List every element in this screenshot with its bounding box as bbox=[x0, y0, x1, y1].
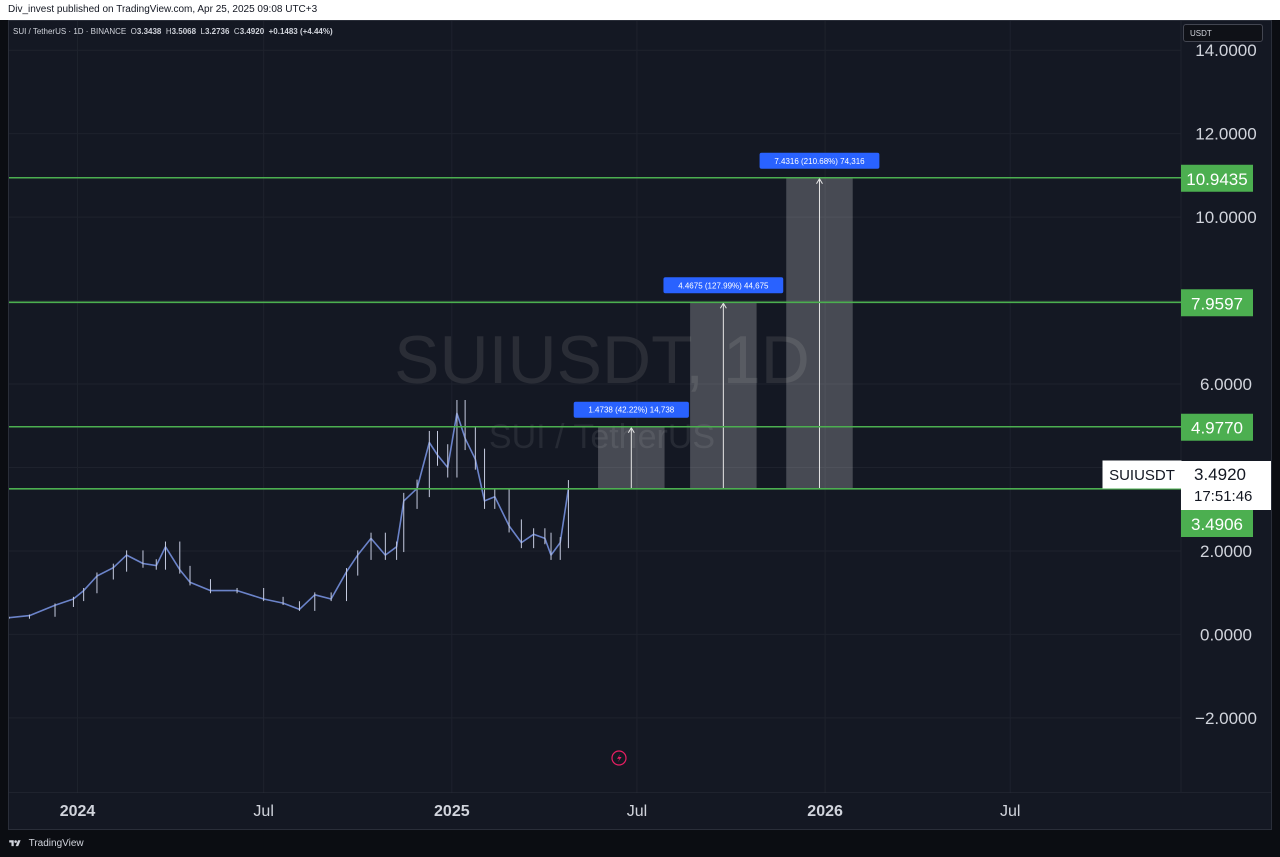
time-tick-label: 2024 bbox=[60, 803, 96, 820]
level-price-badge bbox=[1181, 413, 1253, 441]
measure-box[interactable]: 7.4316 (210.68%) 74,316 bbox=[759, 152, 880, 489]
price-tick-label: 10.0000 bbox=[1195, 208, 1256, 227]
time-tick-label: Jul bbox=[627, 803, 647, 820]
horizontal-levels[interactable] bbox=[9, 176, 1181, 490]
current-price-symbol: SUIUSDT bbox=[1109, 467, 1175, 484]
price-line bbox=[9, 412, 570, 619]
price-tick-label: −2.0000 bbox=[1195, 709, 1257, 728]
symbol-legend[interactable]: SUI / TetherUS · 1D · BINANCE O3.3438 H3… bbox=[13, 27, 333, 36]
price-countdown: 17:51:46 bbox=[1194, 488, 1252, 505]
measure-label-bg bbox=[759, 152, 880, 169]
high-label: H bbox=[165, 27, 172, 36]
level-price-badge bbox=[1181, 164, 1253, 192]
time-tick-label: 2025 bbox=[434, 803, 470, 820]
measurement-boxes[interactable]: 1.4738 (42.22%) 14,738 4.4675 (127.99%) 4… bbox=[573, 152, 880, 489]
low-value: 3.2736 bbox=[204, 27, 230, 36]
measure-arrow-head bbox=[627, 426, 635, 433]
close-label: C bbox=[233, 27, 240, 36]
price-tick-label: 14.0000 bbox=[1195, 41, 1256, 60]
measure-label: 7.4316 (210.68%) 74,316 bbox=[774, 157, 865, 166]
chart-container[interactable]: SUIUSDT, 1D SUI / TetherUS 1.4738 (42.22… bbox=[8, 20, 1272, 830]
price-tick-label: 2.0000 bbox=[1200, 542, 1252, 561]
level-price-badge bbox=[1181, 510, 1253, 537]
measure-box[interactable]: 1.4738 (42.22%) 14,738 bbox=[573, 401, 689, 489]
time-axis-bg bbox=[9, 793, 1271, 829]
tradingview-logo-icon bbox=[9, 840, 21, 846]
open-label: O bbox=[130, 27, 137, 36]
current-price-label: SUIUSDT 3.4920 17:51:46 bbox=[1102, 460, 1271, 510]
level-price-text: 4.9770 bbox=[1191, 419, 1243, 438]
currency-selector[interactable]: USDT bbox=[1183, 24, 1263, 42]
price-tick-label: 6.0000 bbox=[1200, 375, 1252, 394]
measure-box[interactable]: 4.4675 (127.99%) 44,675 bbox=[663, 277, 784, 489]
price-series bbox=[9, 399, 570, 619]
change-value: +0.1483 (+4.44%) bbox=[268, 27, 333, 36]
measure-label: 4.4675 (127.99%) 44,675 bbox=[678, 281, 769, 290]
price-chart[interactable]: SUIUSDT, 1D SUI / TetherUS 1.4738 (42.22… bbox=[9, 21, 1271, 829]
footer-brand: TradingView bbox=[28, 838, 84, 849]
level-price-text: 7.9597 bbox=[1191, 294, 1243, 313]
time-tick-label: 2026 bbox=[807, 803, 843, 820]
time-tick-label: Jul bbox=[1000, 803, 1020, 820]
close-value: 3.4920 bbox=[239, 27, 265, 36]
high-value: 3.5068 bbox=[171, 27, 197, 36]
measure-arrow-head bbox=[719, 302, 727, 309]
measure-label-bg bbox=[663, 277, 784, 294]
measure-arrow-head bbox=[816, 177, 823, 185]
lightning-icon[interactable] bbox=[611, 750, 627, 766]
level-price-text: 10.9435 bbox=[1186, 170, 1247, 189]
price-tick-label: 0.0000 bbox=[1200, 625, 1252, 644]
publication-header: Div_invest published on TradingView.com,… bbox=[0, 0, 1280, 20]
price-tick-label: 12.0000 bbox=[1195, 125, 1256, 144]
current-price-value: 3.4920 bbox=[1194, 465, 1246, 484]
footer-bar: TradingView bbox=[0, 830, 1280, 857]
watermark-description: SUI / TetherUS bbox=[489, 418, 715, 456]
measure-label: 1.4738 (42.22%) 14,738 bbox=[588, 406, 674, 415]
currency-label: USDT bbox=[1190, 29, 1212, 38]
level-price-badge bbox=[1181, 289, 1253, 317]
symbol-info[interactable]: SUI / TetherUS · 1D · BINANCE bbox=[13, 27, 127, 36]
watermark-symbol: SUIUSDT, 1D bbox=[394, 322, 810, 398]
price-axis[interactable]: −2.00000.00002.00004.00006.000010.000012… bbox=[1181, 41, 1257, 728]
measure-label-bg bbox=[573, 401, 689, 418]
open-value: 3.3438 bbox=[136, 27, 162, 36]
published-by-text: Div_invest published on TradingView.com,… bbox=[8, 4, 318, 15]
time-tick-label: Jul bbox=[253, 803, 273, 820]
low-label: L bbox=[200, 27, 205, 36]
time-axis[interactable]: 2024 Jul 2025 Jul 2026 Jul bbox=[9, 793, 1271, 829]
level-price-text: 3.4906 bbox=[1191, 515, 1243, 534]
